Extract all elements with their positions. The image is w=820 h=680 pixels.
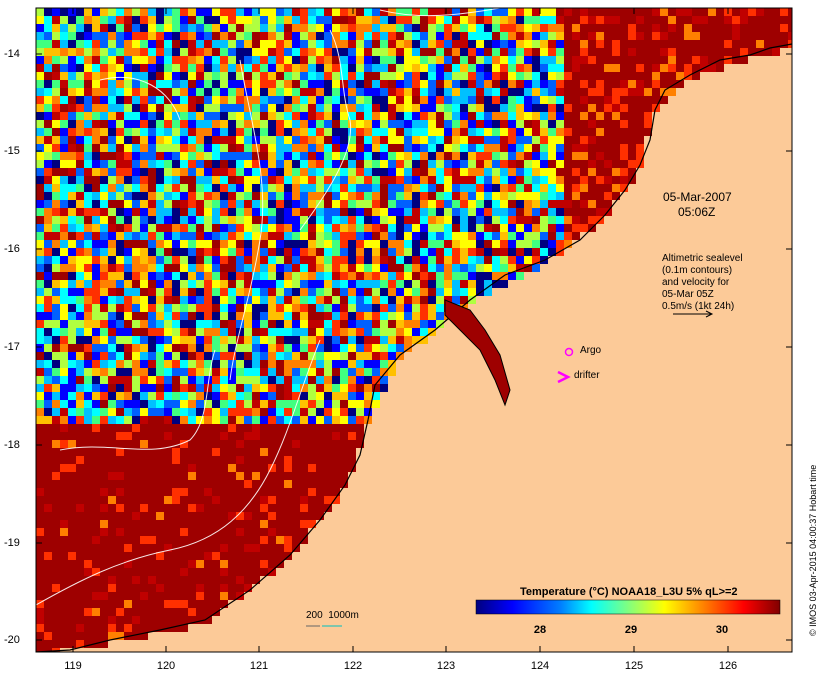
- altimetry-note-line: 05-Mar 05Z: [662, 289, 714, 300]
- argo-marker: [564, 347, 574, 357]
- depth-contour-label: 200 1000m: [306, 610, 359, 621]
- sst-pixels: [36, 8, 792, 652]
- velocity-reference-arrow: [673, 310, 714, 318]
- lat-tick: -15: [4, 145, 20, 157]
- gulf-coast: [444, 299, 511, 407]
- colorbar-tick: 29: [624, 624, 638, 636]
- drifter-label: drifter: [574, 370, 600, 381]
- lon-tick: 119: [64, 660, 82, 672]
- altimetry-note-line: and velocity for: [662, 277, 730, 288]
- lat-tick: -18: [4, 439, 20, 451]
- lat-tick: -20: [4, 634, 20, 646]
- lon-tick: 120: [156, 660, 176, 672]
- altimetry-note-line: Altimetric sealevel: [662, 253, 743, 264]
- lat-tick: -16: [4, 243, 20, 255]
- lat-tick: -17: [4, 341, 20, 353]
- time-label: 05:06Z: [678, 205, 716, 219]
- lon-tick: 125: [624, 660, 644, 672]
- lat-tick: -14: [4, 48, 20, 60]
- colorbar-title: Temperature (°C) NOAA18_L3U 5% qL>=2: [520, 586, 738, 598]
- date-label: 05-Mar-2007: [663, 190, 732, 204]
- sealevel-contours: [36, 8, 501, 606]
- map-frame: [35, 7, 793, 653]
- argo-label: Argo: [580, 345, 602, 356]
- coastline: [36, 43, 792, 652]
- lon-tick: 122: [343, 660, 363, 672]
- lat-tick: -19: [4, 537, 20, 549]
- altimetry-note-line: 0.5m/s (1kt 24h): [662, 301, 735, 312]
- lon-tick: 123: [436, 660, 456, 672]
- colorbar: [475, 599, 781, 615]
- lon-tick: 126: [718, 660, 738, 672]
- lon-tick: 121: [249, 660, 269, 672]
- credit-text: © IMOS 03-Apr-2015 04:00:37 Hobart time: [808, 464, 818, 636]
- colorbar-tick: 30: [715, 624, 729, 636]
- drifter-marker: [557, 370, 571, 384]
- colorbar-tick: 28: [533, 624, 547, 636]
- lon-tick: 124: [530, 660, 550, 672]
- altimetry-note-line: (0.1m contours): [662, 265, 733, 276]
